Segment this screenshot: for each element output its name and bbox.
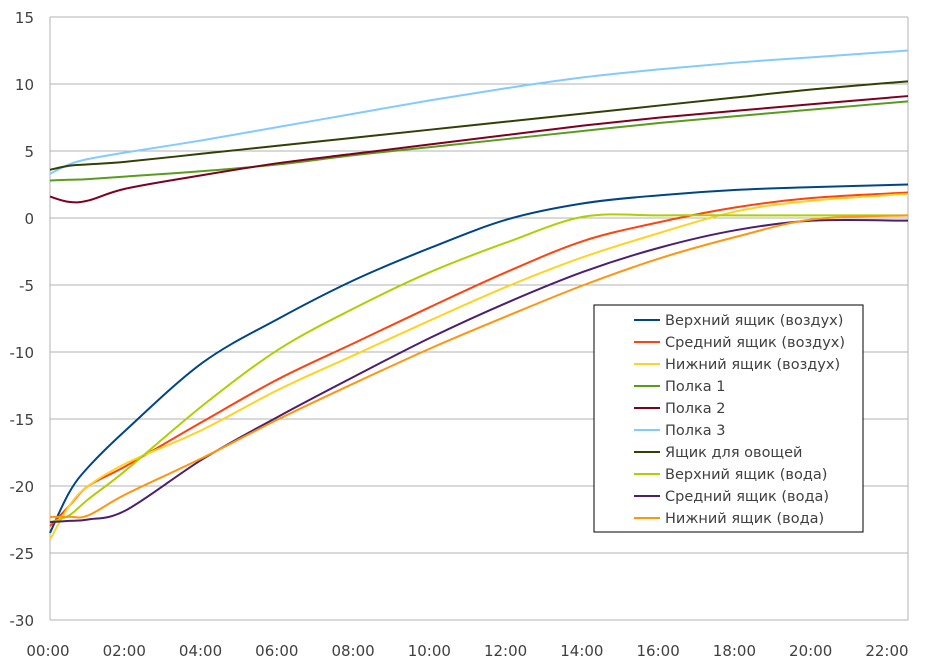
series-line-4 — [49, 95, 909, 204]
y-tick-label: -5 — [19, 277, 34, 295]
legend: Верхний ящик (воздух) Средний ящик (возду… — [593, 304, 864, 533]
legend-label: Верхний ящик (вода) — [665, 467, 827, 483]
x-tick-label: 12:00 — [484, 642, 527, 660]
legend-label: Ящик для овощей — [665, 445, 802, 461]
y-tick-label: 15 — [15, 9, 34, 27]
legend-label: Средний ящик (вода) — [665, 489, 829, 505]
legend-label: Средний ящик (воздух) — [665, 335, 845, 351]
y-axis-ticks: 15 10 5 0 -5 -10 -15 -20 -25 -30 — [10, 9, 35, 630]
series-line-1 — [49, 191, 909, 527]
x-tick-label: 10:00 — [408, 642, 451, 660]
legend-label: Полка 2 — [665, 401, 726, 417]
series-line-3 — [49, 100, 909, 182]
x-tick-label: 20:00 — [789, 642, 832, 660]
series-line-7 — [49, 213, 908, 524]
x-tick-label: 04:00 — [179, 642, 222, 660]
series-line-8 — [49, 218, 909, 524]
legend-label: Полка 1 — [665, 379, 726, 395]
x-tick-label: 22:00 — [865, 642, 908, 660]
series-line-6 — [49, 80, 909, 171]
x-axis-ticks: 00:00 02:00 04:00 06:00 08:00 10:00 12:00 14:00… — [26, 642, 908, 660]
y-tick-label: 0 — [24, 210, 34, 228]
legend-label: Нижний ящик (воздух) — [665, 357, 840, 373]
x-tick-label: 14:00 — [560, 642, 603, 660]
x-tick-label: 02:00 — [103, 642, 146, 660]
legend-label: Полка 3 — [665, 423, 726, 439]
y-tick-label: -20 — [10, 478, 35, 496]
x-tick-label: 08:00 — [331, 642, 374, 660]
y-tick-label: -30 — [10, 612, 35, 630]
x-tick-label: 18:00 — [713, 642, 756, 660]
x-tick-label: 16:00 — [637, 642, 680, 660]
x-tick-label: 00:00 — [26, 642, 69, 660]
series-line-0 — [49, 183, 909, 534]
legend-label: Верхний ящик (воздух) — [665, 313, 843, 329]
series-line-9 — [49, 214, 909, 519]
y-tick-label: 5 — [24, 143, 34, 161]
y-tick-label: -25 — [10, 545, 35, 563]
x-tick-label: 06:00 — [255, 642, 298, 660]
series-lines — [49, 49, 909, 541]
y-tick-label: 10 — [15, 76, 34, 94]
series-line-5 — [49, 49, 909, 175]
y-tick-label: -15 — [10, 411, 35, 429]
legend-label: Нижний ящик (вода) — [665, 511, 824, 527]
series-line-2 — [49, 192, 909, 541]
y-tick-label: -10 — [10, 344, 35, 362]
